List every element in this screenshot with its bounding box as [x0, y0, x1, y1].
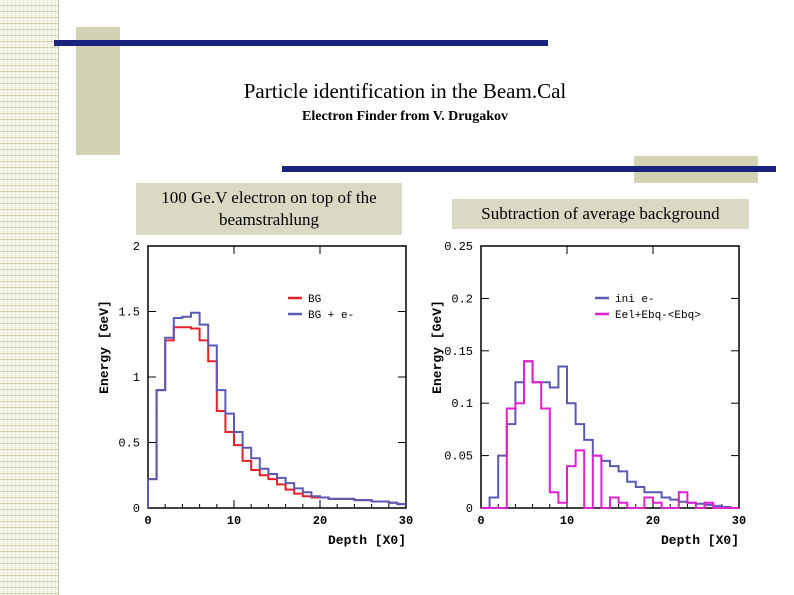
x-axis-label: Depth [X0] — [661, 533, 739, 548]
slide-subtitle: Electron Finder from V. Drugakov — [302, 109, 508, 124]
x-tick-label: 30 — [399, 514, 413, 528]
y-tick-label: 1.5 — [118, 306, 140, 320]
plot-frame — [480, 245, 740, 509]
slide-title: Particle identification in the Beam.Cal — [243, 79, 567, 103]
x-tick-label: 0 — [477, 514, 484, 528]
x-tick-label: 10 — [560, 514, 574, 528]
legend-label: BG + e- — [308, 310, 354, 322]
energy-depth-chart-right: 0 10 20 30 0 0.05 0.1 0.15 0.2 0.25 Depth [X0] Ener… — [430, 240, 746, 548]
left-caption: 100 Ge.V electron on top of the beamstra… — [161, 188, 377, 229]
y-tick-label: 0 — [133, 502, 140, 516]
x-axis-label: Depth [X0] — [328, 533, 406, 548]
decorative-block-top — [76, 27, 120, 155]
right-caption: Subtraction of average background — [481, 204, 720, 223]
series-line-0 — [147, 326, 406, 508]
x-tick-label: 10 — [227, 514, 241, 528]
legend-label: ini e- — [615, 294, 655, 306]
y-tick-label: 0.1 — [451, 397, 473, 411]
legend-label: Eel+Ebq-<Ebq> — [615, 310, 701, 322]
series-line-0 — [481, 360, 739, 509]
series-line-1 — [481, 360, 739, 509]
y-axis-label: Energy [GeV] — [97, 300, 112, 394]
decorative-side-strip — [0, 0, 59, 595]
y-axis-label: Energy [GeV] — [430, 300, 445, 394]
energy-depth-chart-left: 0 10 20 30 0 0.5 1 1.5 2 Depth [X0] Energy [GeV] BG… — [97, 240, 413, 548]
y-tick-label: 1 — [133, 371, 140, 385]
y-tick-label: 0.5 — [118, 437, 140, 451]
decorative-bar-mid — [282, 166, 776, 172]
y-tick-label: 0.25 — [444, 240, 473, 254]
x-tick-label: 0 — [144, 514, 151, 528]
right-caption-box: Subtraction of average background — [452, 199, 749, 229]
series-line-1 — [147, 311, 406, 508]
x-tick-label: 20 — [646, 514, 660, 528]
decorative-bar-top — [54, 40, 548, 46]
x-tick-label: 20 — [313, 514, 327, 528]
y-tick-label: 2 — [133, 240, 140, 254]
y-tick-label: 0.05 — [444, 450, 473, 464]
legend-label: BG — [308, 294, 321, 306]
y-tick-label: 0 — [466, 502, 473, 516]
plot-frame — [147, 245, 407, 509]
y-tick-label: 0.2 — [451, 292, 473, 306]
y-tick-label: 0.15 — [444, 345, 473, 359]
x-tick-label: 30 — [732, 514, 746, 528]
left-caption-box: 100 Ge.V electron on top of the beamstra… — [136, 183, 402, 235]
